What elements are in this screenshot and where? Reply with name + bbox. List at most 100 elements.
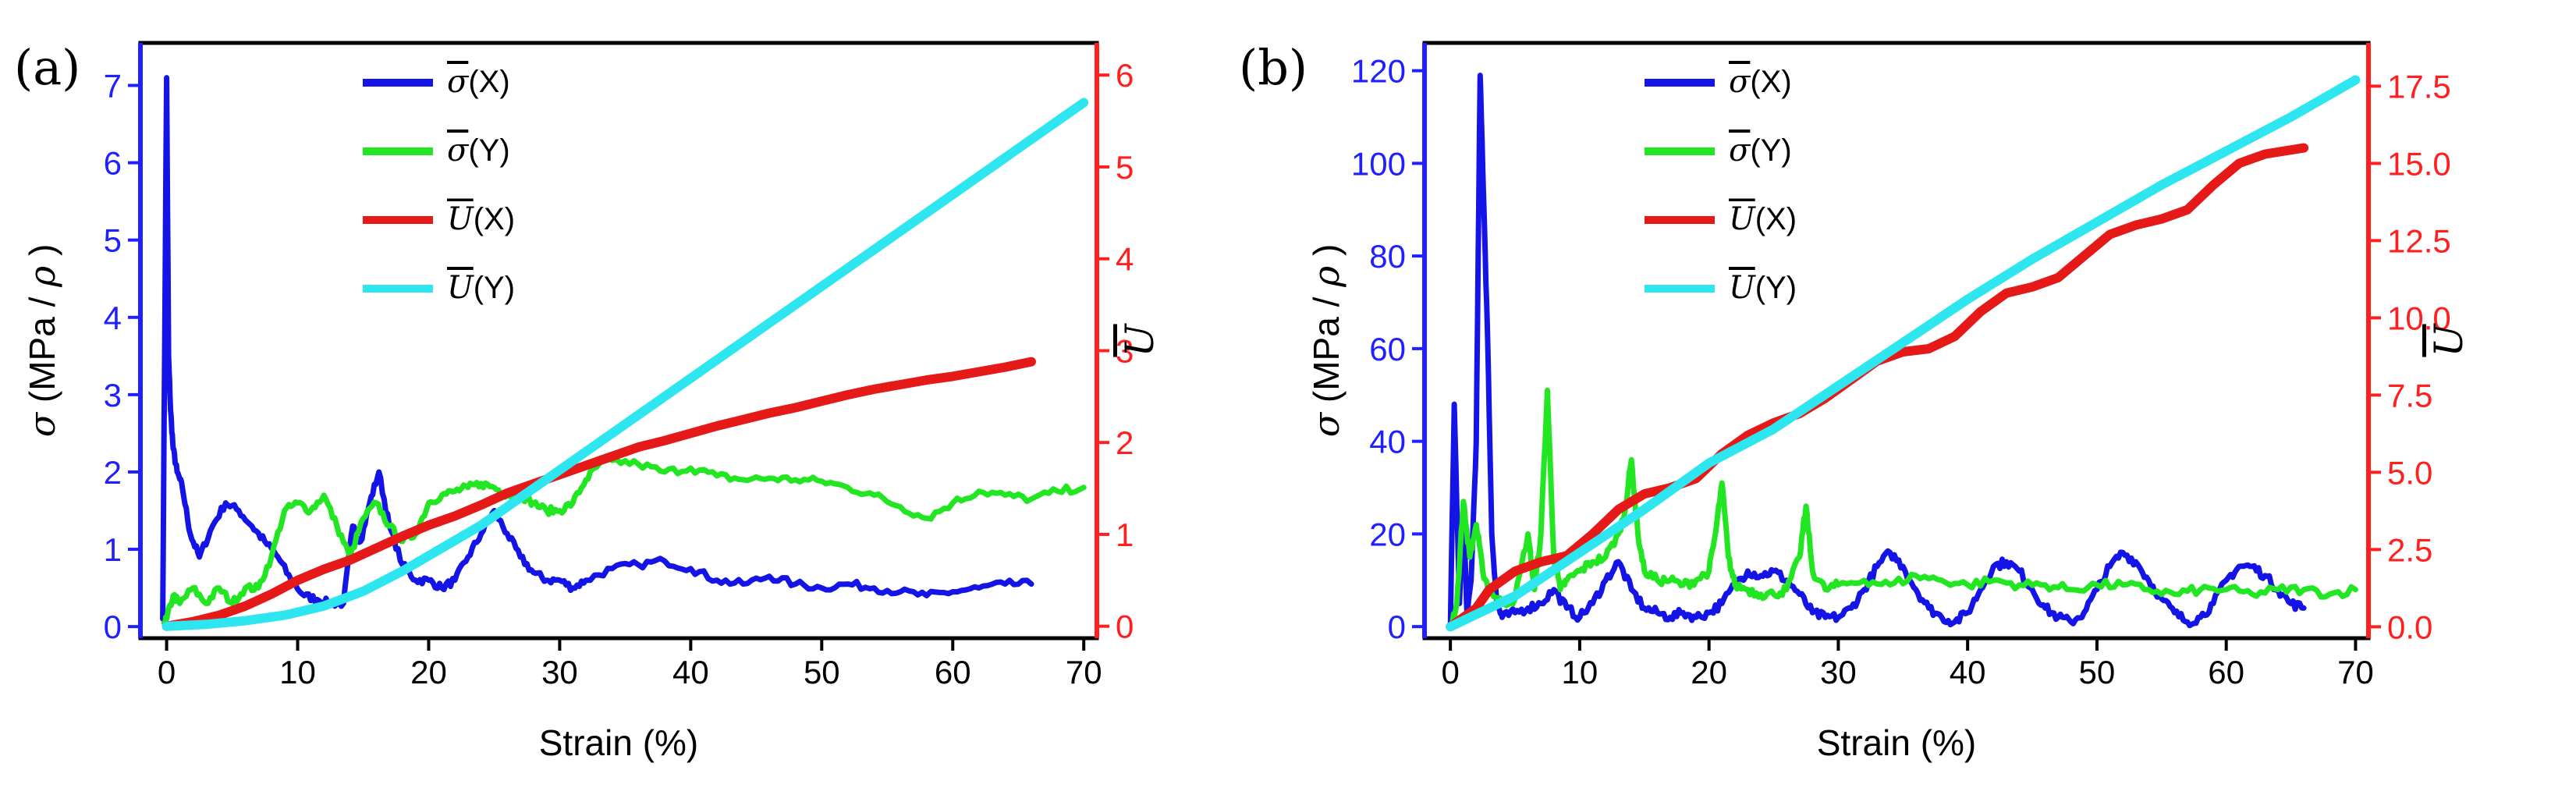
x-tick-label: 60 (2208, 654, 2244, 690)
y-tick-label: 120 (1351, 53, 1406, 90)
legend-symbol: U (447, 270, 474, 306)
legend-entry-u-y: U(Y) (363, 270, 515, 306)
legend-symbol: σ (1729, 133, 1751, 169)
y2-tick-label: 2 (1116, 424, 1134, 461)
legend-label: (X) (1750, 65, 1791, 99)
legend-symbol: U (1729, 270, 1756, 306)
y2-axis-title: U (1117, 323, 1162, 357)
x-tick-label: 60 (935, 654, 971, 690)
y-axis-title: σ (MPa / ρ ) (1305, 244, 1347, 438)
y2-tick-label: 3 (1116, 332, 1134, 369)
y-axis-title-close: ) (1306, 244, 1347, 256)
legend-entry-sigma-y: σ(Y) (1645, 133, 1792, 169)
x-tick-label: 70 (2337, 654, 2374, 690)
y2-tick-label: 6 (1116, 57, 1134, 94)
y2-tick-label: 10.0 (2387, 300, 2451, 336)
legend-entry-sigma-y: σ(Y) (363, 133, 510, 169)
y-tick-label: 2 (104, 454, 122, 491)
legend-entry-u-y: U(Y) (1645, 270, 1797, 306)
legend-entry-sigma-x: σ(X) (1645, 64, 1792, 100)
y-axis-title-units: (MPa / (1306, 287, 1347, 403)
y-axis-title-symbol: σ (1305, 411, 1347, 437)
y-axis-title-density: ρ (1305, 266, 1347, 288)
x-axis-title: Strain (%) (539, 722, 698, 763)
y2-tick-label: 15.0 (2387, 145, 2451, 182)
svg-text:σ(X): σ(X) (447, 64, 510, 100)
svg-text:U(Y): U(Y) (447, 270, 515, 306)
y2-tick-label: 7.5 (2387, 377, 2432, 413)
series-line-sigma-x (1447, 73, 2307, 630)
svg-text:σ(Y): σ(Y) (447, 133, 510, 169)
y2-axis-title: U (2426, 323, 2471, 357)
legend-entry-u-x: U(X) (1645, 201, 1797, 237)
legend-symbol: σ (447, 64, 470, 100)
y-tick-label: 4 (104, 300, 122, 336)
y2-tick-label: 0.0 (2387, 609, 2432, 645)
svg-text:σ(Y): σ(Y) (1729, 133, 1792, 169)
svg-text:U(X): U(X) (447, 201, 515, 237)
legend-label: (Y) (468, 133, 509, 168)
x-tick-label: 0 (1441, 654, 1459, 690)
y-tick-label: 20 (1369, 516, 1406, 552)
series-line-u-y (1446, 75, 2361, 632)
x-tick-label: 20 (1691, 654, 1727, 690)
y-tick-label: 1 (104, 531, 122, 568)
x-tick-label: 70 (1066, 654, 1102, 690)
legend: σ(X) σ(Y) U(X) U(Y) (363, 64, 515, 306)
x-tick-label: 40 (672, 654, 709, 690)
x-tick-label: 20 (410, 654, 447, 690)
legend: σ(X) σ(Y) U(X) U(Y) (1645, 64, 1797, 306)
y-tick-label: 7 (104, 68, 122, 105)
legend-symbol: σ (447, 133, 470, 169)
y-tick-label: 40 (1369, 424, 1406, 460)
y-axis-title-units: (MPa / (22, 287, 62, 403)
x-tick-label: 50 (804, 654, 840, 690)
legend-label: (Y) (1750, 133, 1791, 168)
legend-label: (X) (474, 202, 515, 236)
svg-text:U(X): U(X) (1729, 201, 1797, 237)
svg-text:U(Y): U(Y) (1729, 270, 1797, 306)
y-axis-title-close: ) (22, 244, 62, 256)
y2-tick-label: 1 (1116, 516, 1134, 553)
y2-tick-label: 0 (1116, 609, 1134, 645)
y-tick-label: 60 (1369, 331, 1406, 367)
legend-label: (X) (468, 65, 509, 99)
legend-entry-u-x: U(X) (363, 201, 515, 237)
svg-text:σ(X): σ(X) (1729, 64, 1792, 100)
series-line-u-y (161, 98, 1089, 631)
x-tick-label: 10 (279, 654, 316, 690)
x-tick-label: 30 (1820, 654, 1857, 690)
x-tick-label: 40 (1950, 654, 1986, 690)
legend-entry-sigma-x: σ(X) (363, 64, 510, 100)
panel-label: (a) (14, 39, 80, 96)
y2-tick-label: 17.5 (2387, 68, 2451, 105)
y-tick-label: 0 (104, 609, 122, 645)
y2-tick-label: 5 (1116, 149, 1134, 186)
panel-label: (b) (1239, 39, 1308, 96)
y2-tick-label: 2.5 (2387, 531, 2432, 568)
y-tick-label: 5 (104, 222, 122, 259)
legend-label: (Y) (474, 271, 515, 305)
y-tick-label: 3 (104, 377, 122, 413)
y2-tick-label: 12.5 (2387, 222, 2451, 259)
plot-frame (138, 41, 1099, 641)
plot-frame (1422, 41, 2371, 641)
series-line-sigma-y (1447, 387, 2358, 630)
x-axis-title: Strain (%) (1817, 722, 1976, 763)
legend-label: (Y) (1755, 271, 1797, 305)
series-line-u-x (161, 357, 1036, 631)
legend-label: (X) (1755, 202, 1797, 236)
legend-symbol: U (1729, 201, 1756, 237)
legend-symbol: U (447, 201, 474, 237)
x-tick-label: 0 (158, 654, 176, 690)
x-tick-label: 10 (1562, 654, 1598, 690)
y-tick-label: 80 (1369, 238, 1406, 275)
y-axis-title-density: ρ (21, 266, 63, 288)
y-tick-label: 6 (104, 145, 122, 182)
legend-symbol: σ (1729, 64, 1751, 100)
series-line-sigma-x (160, 75, 1034, 622)
x-tick-label: 30 (541, 654, 578, 690)
series-line-sigma-y (161, 454, 1087, 628)
y-tick-label: 100 (1351, 145, 1406, 182)
